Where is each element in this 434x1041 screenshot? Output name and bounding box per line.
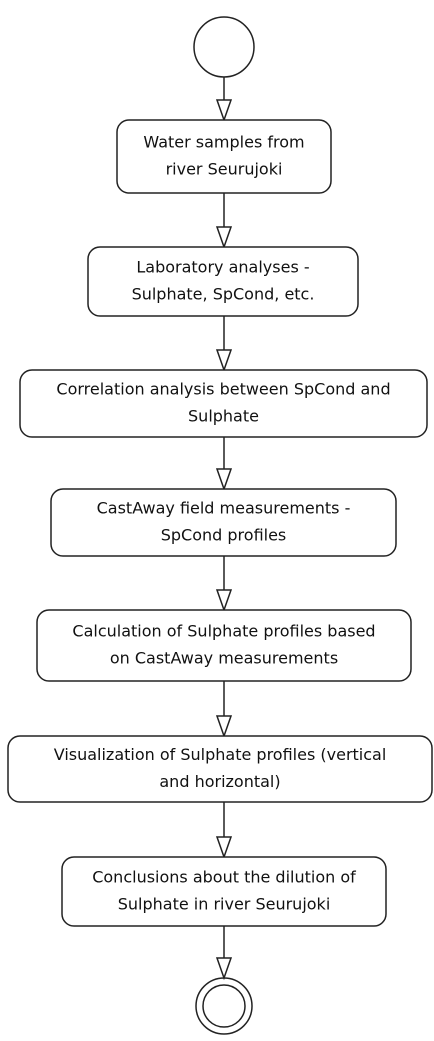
activity-label: Conclusions about the dilution of (92, 868, 356, 887)
arrowhead (215, 468, 233, 492)
arrowhead (215, 349, 233, 373)
activity-label: and horizontal) (159, 772, 280, 791)
activity-label: CastAway field measurements - (97, 499, 351, 518)
activity-label: Sulphate in river Seurujoki (118, 895, 331, 914)
arrowhead (215, 99, 233, 123)
end-node-outer (195, 977, 253, 1035)
activity-label: Sulphate, SpCond, etc. (132, 285, 315, 304)
activity-box (116, 119, 332, 194)
activity-box (7, 735, 433, 803)
end-node-inner (202, 984, 246, 1028)
arrowhead (215, 715, 233, 739)
activity-label: Laboratory analyses - (136, 258, 309, 277)
activity-label: SpCond profiles (161, 526, 287, 545)
activity-label: Sulphate (188, 407, 259, 426)
activity-label: Visualization of Sulphate profiles (vert… (54, 745, 387, 764)
activity-label: Calculation of Sulphate profiles based (72, 622, 375, 641)
activity-label: Water samples from (143, 133, 304, 152)
activity-label: Correlation analysis between SpCond and (56, 380, 390, 399)
activity-box (87, 246, 359, 317)
activity-label: on CastAway measurements (110, 649, 338, 668)
arrowhead (215, 589, 233, 613)
arrowhead (215, 226, 233, 250)
start-node (193, 16, 255, 78)
arrowhead (215, 957, 233, 981)
arrowhead (215, 836, 233, 860)
activity-label: river Seurujoki (166, 160, 283, 179)
